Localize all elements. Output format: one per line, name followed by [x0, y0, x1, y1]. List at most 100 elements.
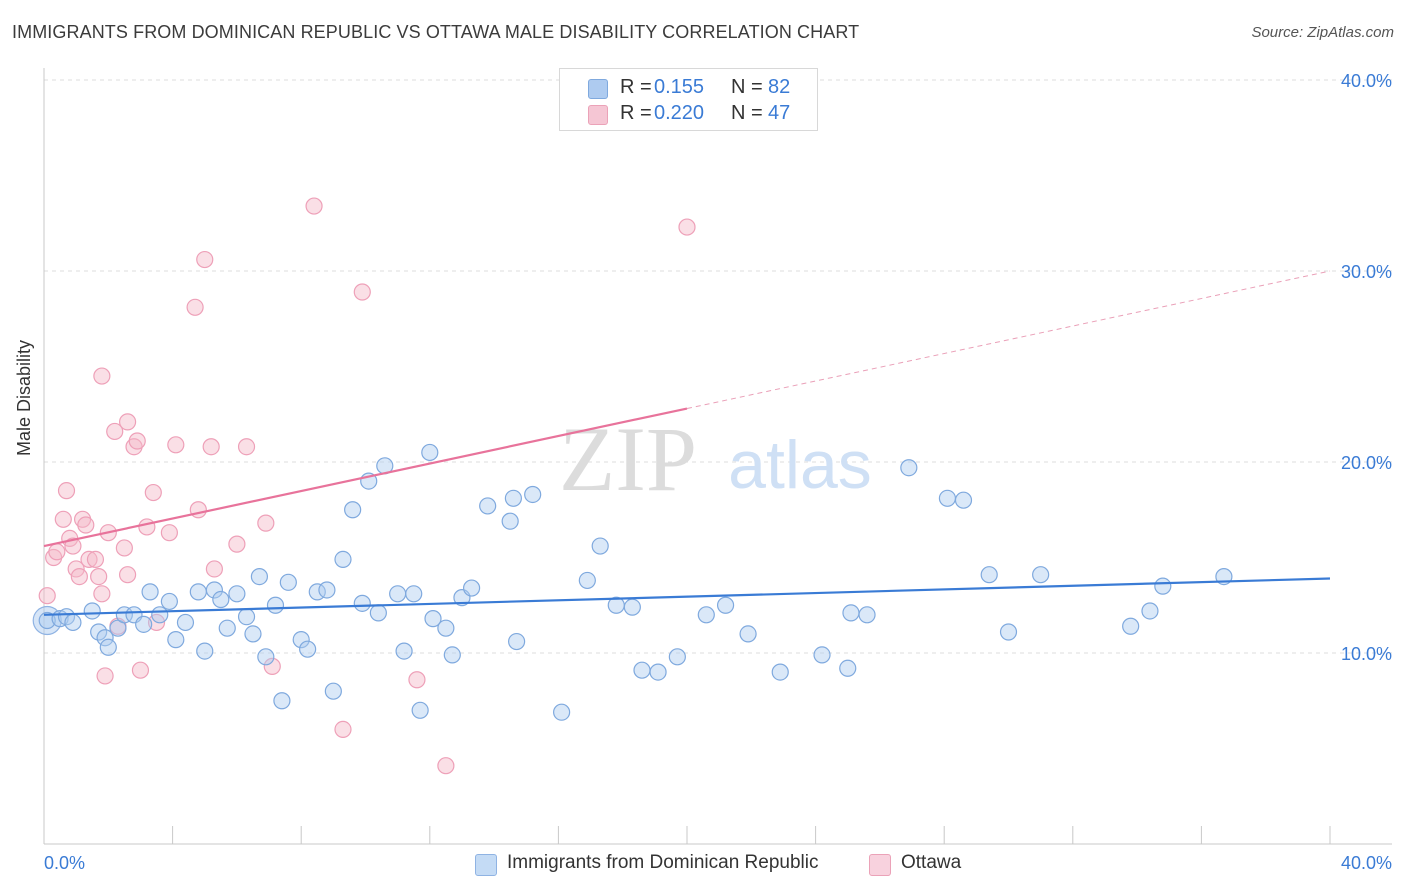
legend-swatch-pink [588, 105, 608, 125]
dominican-point [1122, 617, 1140, 635]
dominican-point [858, 606, 876, 624]
y-tick-label: 10.0% [1341, 644, 1392, 664]
x-tick-label: 40.0% [1341, 853, 1392, 873]
dominican-point [1154, 577, 1172, 595]
dominican-point [999, 623, 1018, 641]
dominican-point [135, 615, 153, 633]
dominican-point [160, 592, 178, 611]
dominican-point [115, 606, 133, 624]
ottawa-point [263, 657, 281, 675]
dominican-point [167, 631, 185, 649]
y-tick-label: 20.0% [1341, 453, 1392, 473]
dominican-point [273, 692, 291, 710]
dominican-point [196, 642, 214, 660]
dominican-point [257, 648, 275, 666]
dominican-point [353, 594, 371, 612]
ottawa-point [118, 413, 137, 431]
ottawa-point [205, 560, 223, 578]
ottawa-point [80, 550, 98, 569]
dominican-point [508, 632, 526, 651]
dominican-point [1141, 602, 1159, 620]
ottawa-point [93, 585, 111, 603]
ottawa-point [196, 250, 214, 269]
bottom-legend-swatch-blue [475, 854, 497, 876]
dominican-point [771, 663, 789, 681]
dominican-point [334, 550, 352, 569]
ottawa-point [334, 720, 352, 739]
legend-r-label: R = [620, 102, 652, 124]
ottawa-point [57, 482, 76, 500]
ottawa-point [115, 539, 133, 557]
source-label: Source: ZipAtlas.com [1251, 24, 1394, 41]
ottawa-point [305, 197, 323, 215]
dominican-point [524, 485, 542, 504]
ottawa-point [86, 550, 105, 569]
dominican-trend-line [43, 577, 1331, 616]
bottom-legend-swatch-pink [869, 854, 891, 876]
ottawa-point [237, 438, 256, 456]
dominican-point [218, 619, 236, 637]
dominican-point [668, 648, 686, 666]
dominican-point [424, 610, 442, 628]
ottawa-point [228, 535, 246, 553]
dominican-point [443, 646, 461, 664]
dominican-point [151, 606, 169, 624]
dominican-point [938, 489, 957, 507]
trend-lines [43, 270, 1331, 616]
dominican-point [90, 623, 108, 641]
ottawa-point [128, 432, 146, 450]
ottawa-point [106, 422, 124, 441]
ottawa-point [54, 510, 72, 528]
ottawa-point [93, 367, 111, 385]
dominican-point [237, 608, 256, 626]
dominican-point [842, 604, 860, 622]
watermark: ZIP atlas [559, 408, 872, 510]
legend-n-value: 82 [768, 76, 791, 98]
ottawa-point [160, 524, 178, 542]
tick-labels: 10.0% 20.0% 30.0% 40.0% 0.0% 40.0% [44, 71, 1392, 873]
dominican-point [623, 598, 641, 616]
dominican-point [411, 701, 429, 719]
dominican-point [501, 512, 519, 530]
legend-n-label: N = [731, 102, 763, 124]
y-tick-label: 40.0% [1341, 71, 1392, 91]
dominican-point [205, 581, 223, 599]
ottawa-point [353, 283, 371, 301]
dominican-point [591, 537, 609, 555]
legend-r-value: 0.155 [654, 76, 705, 98]
ottawa-point [131, 661, 150, 679]
ottawa-point [90, 567, 108, 586]
dominican-point [228, 585, 246, 603]
dominican-point [954, 491, 973, 509]
dominican-point [57, 608, 76, 626]
dominican-point [176, 613, 195, 632]
dominican-point [324, 682, 342, 700]
dominican-point [697, 606, 715, 624]
dominican-point [405, 585, 423, 603]
dominican-point [344, 501, 362, 519]
dominican-point [813, 646, 831, 664]
watermark-zip: ZIP [559, 408, 697, 510]
dominican-point [141, 583, 159, 601]
dominican-point [1032, 566, 1050, 584]
dominican-point [266, 596, 285, 614]
ottawa-points [38, 197, 696, 775]
dominican-point [318, 581, 336, 599]
stats-legend: R = 0.155 N = 82 R = 0.220 N = 47 [559, 68, 818, 131]
dominican-point [839, 659, 857, 677]
y-tick-label: 30.0% [1341, 262, 1392, 282]
dominican-point [212, 590, 230, 609]
ottawa-point [118, 566, 137, 584]
bottom-legend-label-ottawa: Ottawa [901, 852, 962, 873]
ottawa-trend-line [43, 407, 688, 548]
legend-r-label: R = [620, 76, 652, 98]
grid-lines [44, 79, 1392, 654]
ottawa-point [64, 537, 82, 555]
ottawa-point [202, 438, 220, 456]
dominican-point [250, 567, 269, 586]
dominican-point [578, 571, 596, 590]
ottawa-point [96, 667, 114, 685]
ottawa-point [144, 483, 162, 502]
dominican-point [38, 611, 56, 630]
